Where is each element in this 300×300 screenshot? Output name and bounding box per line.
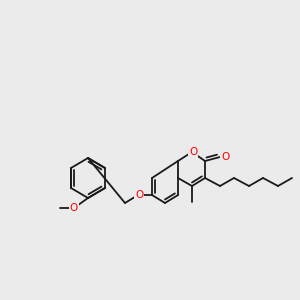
Text: O: O xyxy=(70,203,78,213)
Text: O: O xyxy=(221,152,229,162)
Text: O: O xyxy=(189,147,197,157)
Text: O: O xyxy=(135,190,143,200)
